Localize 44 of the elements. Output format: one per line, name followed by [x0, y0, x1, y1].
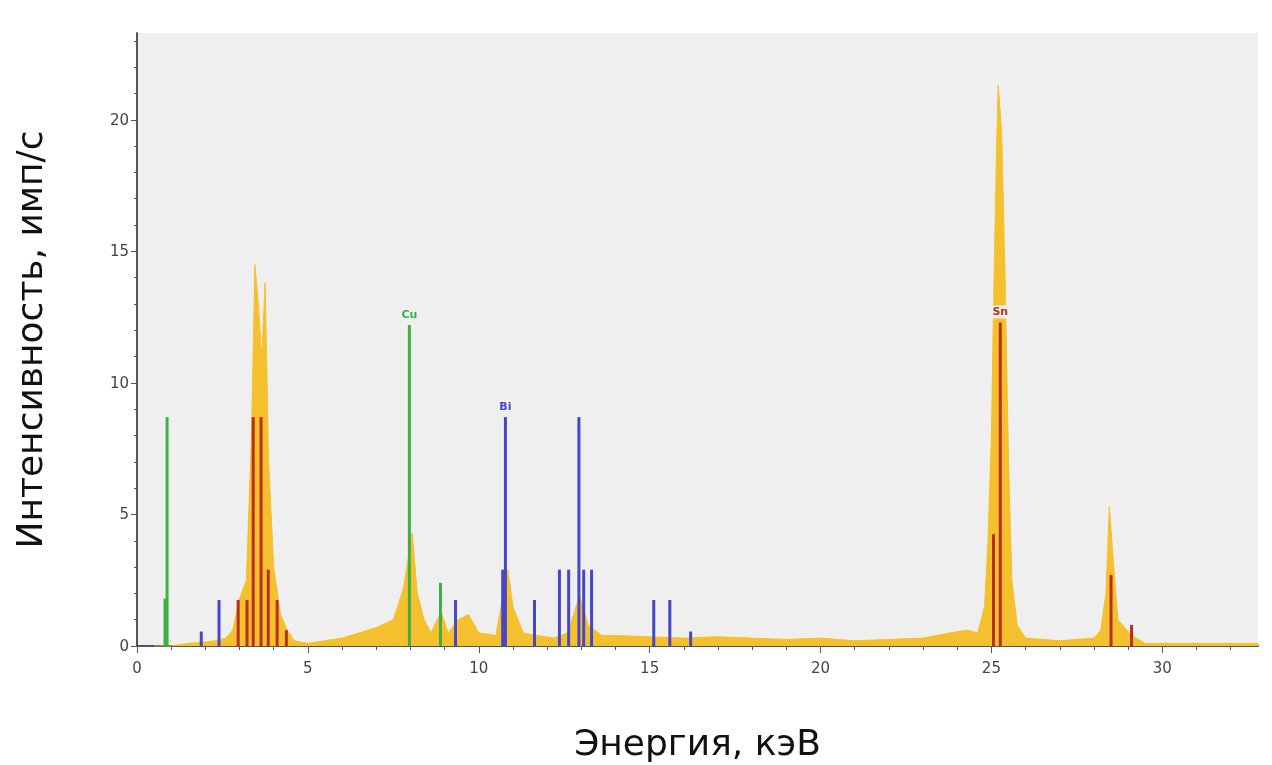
y-tick-label: 0 — [119, 637, 129, 655]
bar — [1130, 624, 1134, 646]
x-tick-label: 5 — [303, 658, 313, 677]
bar — [991, 534, 995, 646]
bar — [245, 599, 249, 646]
bar — [590, 569, 594, 646]
bar — [689, 631, 693, 646]
bar — [165, 417, 169, 646]
y-tick-label: 15 — [109, 242, 129, 261]
x-tick-label: 0 — [132, 658, 142, 677]
bar — [217, 599, 221, 646]
bar — [407, 325, 411, 646]
bar — [284, 630, 288, 646]
series-label: Sn — [992, 305, 1009, 319]
bar — [557, 569, 561, 646]
y-tick-label: 5 — [119, 505, 129, 524]
bar — [199, 631, 203, 646]
bar — [1109, 574, 1113, 646]
y-tick-label: 20 — [109, 110, 129, 129]
bar — [998, 322, 1002, 646]
bar — [236, 599, 240, 646]
x-tick-label: 15 — [640, 658, 660, 677]
series-label: Bi — [499, 400, 512, 414]
x-tick-label: 30 — [1152, 658, 1172, 677]
bar — [652, 599, 656, 646]
bar — [668, 599, 672, 646]
bar — [532, 599, 536, 646]
bar — [577, 417, 581, 646]
bar — [582, 569, 586, 646]
y-tick-label: 10 — [109, 373, 129, 392]
bar — [438, 582, 442, 646]
x-tick-label: 10 — [469, 658, 489, 677]
bar — [251, 417, 255, 646]
x-tick-label: 25 — [981, 658, 1001, 677]
series-label: Cu — [401, 308, 418, 322]
bar — [567, 569, 571, 646]
x-axis-title: Энергия, кэВ — [574, 721, 821, 763]
bar — [266, 569, 270, 646]
y-axis-title: Интенсивность, имп/с — [8, 130, 50, 549]
bar — [275, 599, 279, 646]
bar — [454, 599, 458, 646]
x-tick-label: 20 — [810, 658, 831, 677]
bar — [503, 417, 507, 646]
bar — [259, 417, 263, 646]
